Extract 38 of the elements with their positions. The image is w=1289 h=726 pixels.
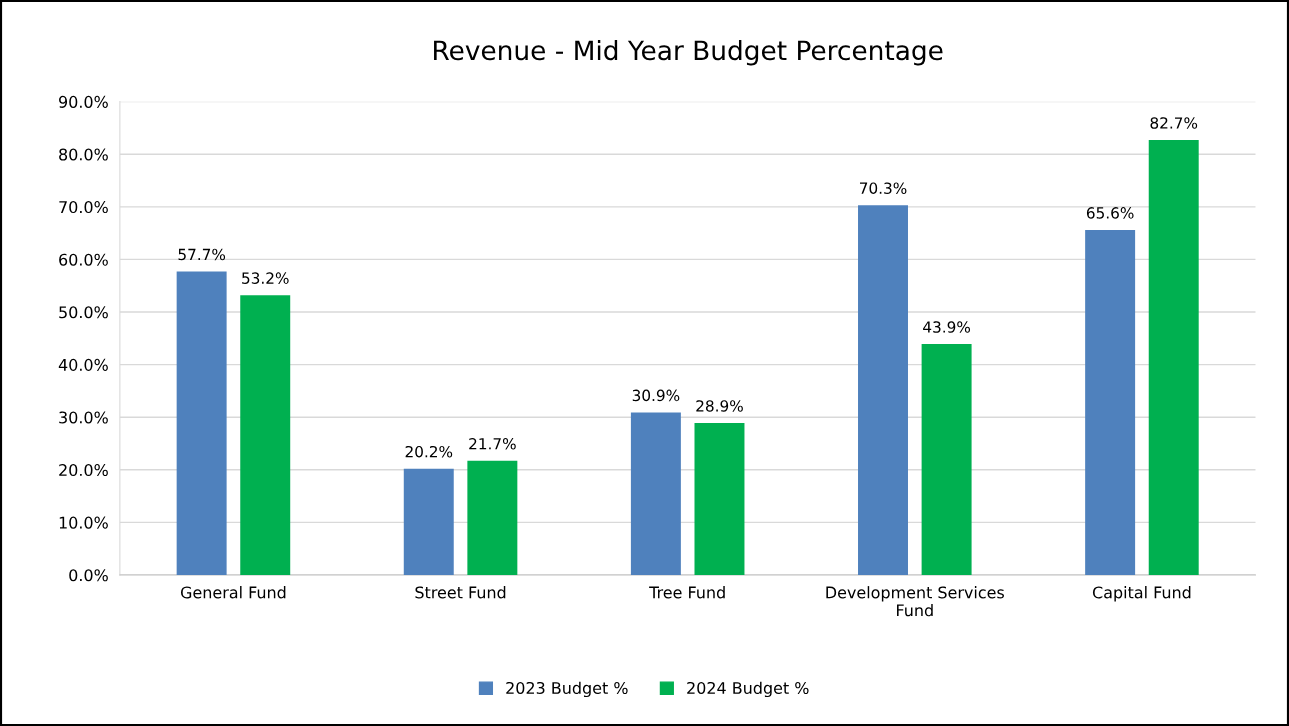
y-tick-label: 30.0% <box>59 411 108 424</box>
x-tick-label: Development Services Fund <box>826 586 1004 617</box>
bar <box>1085 229 1136 575</box>
y-tick-label: 70.0% <box>59 201 108 214</box>
data-label: 57.7% <box>178 248 226 261</box>
y-tick-label: 0.0% <box>69 569 108 582</box>
data-label: 21.7% <box>469 438 516 450</box>
y-tick-label: 80.0% <box>59 148 108 161</box>
x-tick-label: Tree Fund <box>649 586 725 599</box>
data-label: 82.7% <box>1150 117 1198 129</box>
legend-label: 2024 Budget % <box>687 681 809 698</box>
data-label: 30.9% <box>632 389 680 402</box>
y-tick-label: 10.0% <box>59 516 108 529</box>
legend-label: 2023 Budget % <box>506 681 628 698</box>
bar <box>240 295 291 575</box>
data-label: 70.3% <box>859 182 907 194</box>
data-label: 43.9% <box>923 321 971 333</box>
bar <box>921 344 972 575</box>
chart-title: Revenue - Mid Year Budget Percentage <box>434 39 943 66</box>
y-tick-label: 50.0% <box>59 306 108 319</box>
x-tick-label: Street Fund <box>415 586 506 599</box>
bar <box>403 468 454 575</box>
y-tick-label: 90.0% <box>59 95 108 108</box>
bar <box>1148 140 1199 575</box>
y-tick-label: 20.0% <box>59 464 108 477</box>
bar <box>858 205 908 575</box>
bar <box>630 412 681 575</box>
y-tick-label: 40.0% <box>58 358 108 371</box>
data-label: 65.6% <box>1086 207 1134 219</box>
y-tick-label: 60.0% <box>59 253 108 266</box>
data-label: 20.2% <box>405 445 453 458</box>
x-tick-label: General Fund <box>180 586 286 599</box>
data-label: 28.9% <box>696 400 743 412</box>
bar <box>176 271 227 575</box>
x-tick-label: Capital Fund <box>1092 586 1191 602</box>
bar <box>467 460 518 575</box>
data-label: 53.2% <box>242 272 289 284</box>
bar <box>694 422 745 575</box>
